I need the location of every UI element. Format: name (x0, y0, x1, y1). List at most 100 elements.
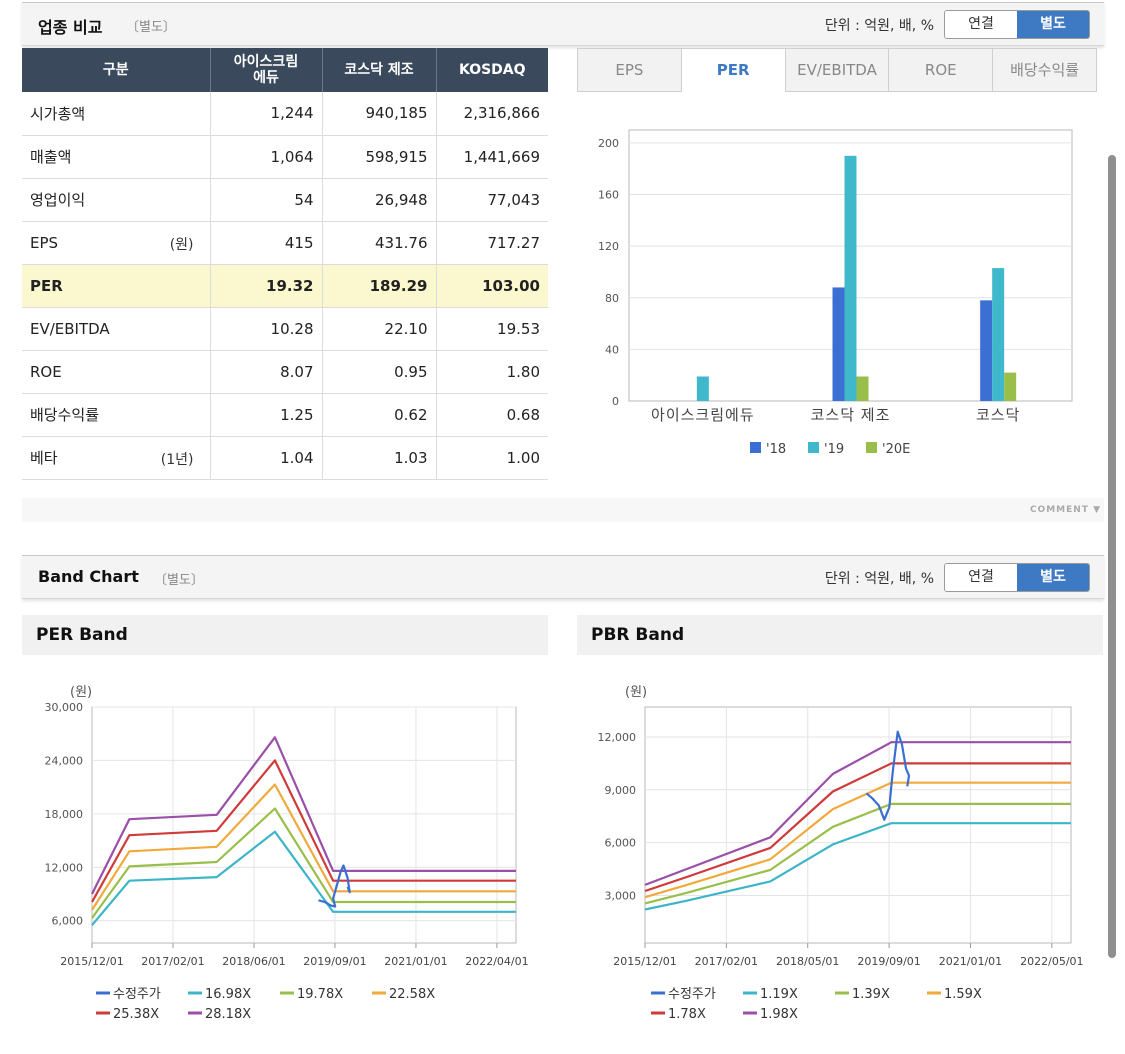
row-label-text: 영업이익 (30, 191, 86, 209)
bar (844, 155, 857, 401)
table-cell: 1,244 (210, 92, 323, 136)
table-row: 배당수익률 1.25 0.62 0.68 (22, 393, 548, 437)
y-tick-label: 9,000 (605, 784, 637, 797)
section-subtitle: 〔별도〕 (126, 20, 176, 35)
bar (696, 376, 709, 401)
tab-per[interactable]: PER (681, 48, 786, 92)
tab-eps[interactable]: EPS (577, 48, 682, 92)
x-tick-label: 2015/12/01 (613, 955, 676, 968)
table-cell: 19.32 (210, 264, 323, 308)
y-tick-label: 6,000 (52, 915, 84, 928)
legend-label: 1.59X (944, 987, 982, 1002)
caret-down-icon: ▼ (1093, 505, 1101, 515)
x-tick-label: 2021/01/01 (939, 955, 1002, 968)
row-unit: (1년) (160, 451, 194, 468)
table-cell: 22.10 (322, 307, 437, 351)
separate-button[interactable]: 별도 (1017, 564, 1089, 591)
comment-label: COMMENT (1029, 505, 1089, 515)
table-cell: 19.53 (436, 307, 548, 351)
column-header: 아이스크림 에듀 (210, 48, 323, 92)
table-cell: 1,064 (210, 135, 323, 179)
table-row: 베타 (1년) 1.04 1.03 1.00 (22, 436, 548, 480)
table-cell: 0.68 (436, 393, 548, 437)
y-tick-label: 0 (612, 395, 619, 408)
table-cell: 1.03 (322, 436, 437, 480)
series-line (91, 807, 516, 919)
table-cell: 940,185 (322, 92, 437, 136)
row-label-text: EPS (30, 233, 59, 252)
plot-area (91, 706, 517, 944)
per-bar-chart: 0 40 80 120 160 200 아이스크림에듀 코스닥 제조 코스닥 '18 '19 '20E (598, 129, 1073, 457)
tab-roe[interactable]: ROE (889, 48, 994, 92)
scrollbar[interactable] (1108, 155, 1116, 958)
table-cell: 54 (210, 178, 323, 222)
legend-label: 28.18X (205, 1007, 251, 1022)
y-tick-label: 12,000 (45, 861, 84, 874)
legend-label: 16.98X (205, 987, 251, 1002)
y-tick-label: 80 (605, 292, 619, 305)
y-unit-label: (원) (70, 685, 92, 700)
row-label-text: 배당수익률 (30, 406, 100, 424)
row-label-text: 시가총액 (30, 104, 86, 123)
column-header: 코스닥 제조 (322, 48, 437, 92)
legend-label: 1.39X (852, 987, 890, 1002)
bar (856, 376, 869, 401)
table-cell: 717.27 (436, 221, 548, 265)
table-row: 영업이익 54 26,948 77,043 (22, 178, 548, 222)
table-row: EPS (원) 415 431.76 717.27 (22, 221, 548, 265)
x-tick-label: 2017/02/01 (695, 955, 758, 968)
row-label-text: PER (30, 276, 63, 295)
x-tick-label: 2021/01/01 (384, 955, 447, 968)
series-line (91, 830, 516, 926)
consolidated-button[interactable]: 연결 (945, 564, 1017, 591)
x-tick-label: 코스닥 제조 (811, 406, 891, 424)
table-cell: 0.95 (322, 350, 437, 394)
row-label: 매출액 (22, 135, 211, 179)
table-cell: 2,316,866 (436, 92, 548, 136)
legend-label: 1.19X (760, 987, 798, 1002)
row-label: 배당수익률 (22, 393, 211, 437)
metric-tabs: EPS PER EV/EBITDA ROE 배당수익률 (577, 48, 1097, 92)
y-tick-label: 6,000 (605, 837, 637, 850)
table-row: ROE 8.07 0.95 1.80 (22, 350, 548, 394)
legend-label: 1.98X (760, 1007, 798, 1022)
consolidated-button[interactable]: 연결 (945, 11, 1017, 38)
per-band-title: PER Band (36, 625, 128, 645)
legend-label: '20E (882, 442, 910, 457)
legend-swatch (808, 442, 819, 453)
table-row: 매출액 1,064 598,915 1,441,669 (22, 135, 548, 179)
bar (1004, 372, 1017, 401)
table-row: 시가총액 1,244 940,185 2,316,866 (22, 92, 548, 136)
table-cell: 431.76 (322, 221, 437, 265)
per-band-header: PER Band (22, 615, 548, 655)
row-unit: (원) (169, 236, 194, 253)
tab-ev-ebitda[interactable]: EV/EBITDA (785, 48, 890, 92)
comment-toggle[interactable]: COMMENT ▼ (1030, 505, 1101, 515)
table-cell: 103.00 (436, 264, 548, 308)
y-tick-label: 18,000 (45, 808, 84, 821)
table-cell: 598,915 (322, 135, 437, 179)
tab-dividend-yield[interactable]: 배당수익률 (993, 48, 1097, 92)
row-label-text: 매출액 (30, 148, 72, 166)
separate-button[interactable]: 별도 (1017, 11, 1089, 38)
x-tick-label: 코스닥 (976, 406, 1020, 424)
table-cell: 26,948 (322, 178, 437, 222)
x-tick-label: 2018/06/01 (222, 955, 285, 968)
y-tick-label: 3,000 (605, 889, 637, 902)
x-tick-label: 2019/09/01 (857, 955, 920, 968)
pbr-band-chart: (원) 3,000 6,000 9,000 12,000 2015/12/01 2017/0… (598, 685, 1084, 1022)
plot-area (644, 706, 1072, 944)
y-tick-label: 40 (605, 343, 619, 356)
y-unit-label: (원) (625, 685, 647, 700)
column-header: 구분 (22, 48, 211, 92)
legend-swatch (866, 442, 877, 453)
row-label: EV/EBITDA (22, 307, 211, 351)
x-tick-label: 아이스크림에듀 (651, 406, 755, 424)
y-tick-label: 120 (598, 240, 619, 253)
x-tick-label: 2022/04/01 (465, 955, 528, 968)
y-tick-label: 200 (598, 137, 619, 150)
row-label: 베타 (1년) (22, 436, 211, 480)
row-label: ROE (22, 350, 211, 394)
y-tick-label: 30,000 (45, 701, 84, 714)
column-header: KOSDAQ (436, 48, 548, 92)
